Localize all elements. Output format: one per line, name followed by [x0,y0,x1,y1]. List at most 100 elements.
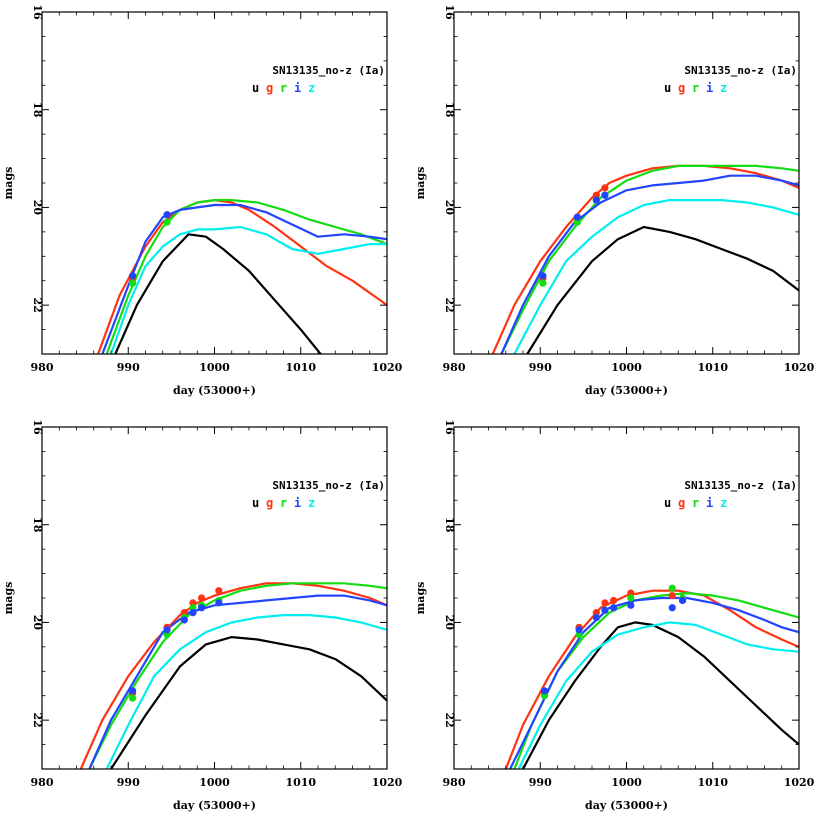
data-point-i [575,626,583,634]
x-tick-label: 980 [443,776,466,789]
series-line-i [101,203,387,354]
y-tick-label: 22 [443,712,456,727]
data-point-i [627,601,635,609]
legend-band-i: i [706,496,713,510]
data-point-i [601,606,609,614]
data-point-i [592,196,600,204]
y-tick-label: 22 [31,712,44,727]
light-curve-panel: 980 990 1000 1010 1020 16 18 20 22 day (53000+) ma… [2,4,403,397]
data-point-i [163,211,171,219]
legend-band-g: g [678,81,685,95]
data-point-i [539,272,547,280]
y-tick-label: 16 [443,419,456,435]
legend-band-r: r [692,81,699,95]
y-tick-label: 16 [443,4,456,20]
y-tick-label: 22 [31,297,44,312]
y-tick-label: 16 [31,419,44,435]
legend-band-i: i [294,496,301,510]
x-axis-label: day (53000+) [585,384,668,397]
data-point-r [627,594,635,602]
x-tick-label: 1010 [697,361,728,374]
series-line-u [526,225,799,354]
series-line-r [105,199,387,354]
series-line-i [509,596,799,769]
series-line-z [105,613,387,769]
data-point-i [678,596,687,605]
data-point-i [601,191,609,199]
data-point-i [609,604,618,612]
data-point-i [128,687,137,695]
x-tick-label: 1020 [784,361,815,374]
legend-band-u: u [252,81,259,95]
series-line-r [88,582,387,769]
data-point-i [180,616,188,624]
x-tick-label: 990 [529,776,552,789]
legend-band-u: u [252,496,259,510]
series-line-g [96,199,387,354]
x-axis-label: day (53000+) [585,799,668,812]
data-point-r [163,218,171,226]
series-line-r [513,591,799,769]
series-line-g [79,582,387,769]
data-point-i [128,272,137,280]
series-line-u [521,621,799,769]
data-point-i [215,599,223,607]
legend-band-r: r [280,81,287,95]
x-tick-label: 980 [31,361,54,374]
legend-band-g: g [266,496,273,510]
y-tick-label: 18 [31,102,44,118]
y-tick-label: 18 [443,102,456,118]
y-tick-label: 16 [31,4,44,20]
data-point-g [601,599,609,607]
legend-band-u: u [664,81,671,95]
light-curve-panel: 980 990 1000 1010 1020 16 18 20 22 day (53000+) ma… [2,419,403,812]
data-point-i [573,213,581,221]
y-tick-label: 22 [443,297,456,312]
legend-title: SN13135_no-z (Ia) [684,479,797,492]
series-line-z [513,199,799,354]
legend-band-z: z [720,81,727,95]
legend-band-i: i [294,81,301,95]
x-axis-label: day (53000+) [173,384,256,397]
legend-band-g: g [678,496,685,510]
legend-band-g: g [266,81,273,95]
legend-title: SN13135_no-z (Ia) [272,64,385,77]
x-tick-label: 990 [529,361,552,374]
data-point-r [128,279,137,287]
y-tick-label: 20 [443,615,456,631]
legend-band-u: u [664,496,671,510]
y-tick-label: 20 [31,200,44,216]
y-tick-label: 18 [31,517,44,533]
x-tick-label: 1010 [285,776,316,789]
x-tick-label: 1000 [199,361,230,374]
data-point-g [609,596,618,605]
x-tick-label: 1010 [285,361,316,374]
data-point-g [215,587,223,595]
y-axis-label: mags [414,167,427,200]
series-line-u [114,233,322,354]
light-curve-panel: 980 990 1000 1010 1020 16 18 20 22 day (53000+) ma… [414,419,815,812]
y-tick-label: 18 [443,517,456,533]
series-line-z [517,621,799,769]
legend-band-z: z [720,496,727,510]
x-tick-label: 1000 [611,361,642,374]
legend-title: SN13135_no-z (Ia) [684,64,797,77]
legend-band-z: z [308,496,315,510]
x-tick-label: 1020 [372,361,403,374]
x-tick-label: 980 [31,776,54,789]
x-tick-label: 990 [117,361,140,374]
data-point-i [592,613,600,622]
data-point-i [163,626,171,634]
series-line-g [504,589,799,769]
series-line-u [109,635,387,769]
series-line-g [491,164,799,354]
legend-band-r: r [280,496,287,510]
data-point-g [601,184,609,192]
y-axis-label: mags [414,582,427,615]
y-axis-label: mags [2,582,15,615]
light-curve-panel: 980 990 1000 1010 1020 16 18 20 22 day (53000+) ma… [414,4,815,397]
x-axis-label: day (53000+) [173,799,256,812]
x-tick-label: 1000 [199,776,230,789]
x-tick-label: 1020 [784,776,815,789]
